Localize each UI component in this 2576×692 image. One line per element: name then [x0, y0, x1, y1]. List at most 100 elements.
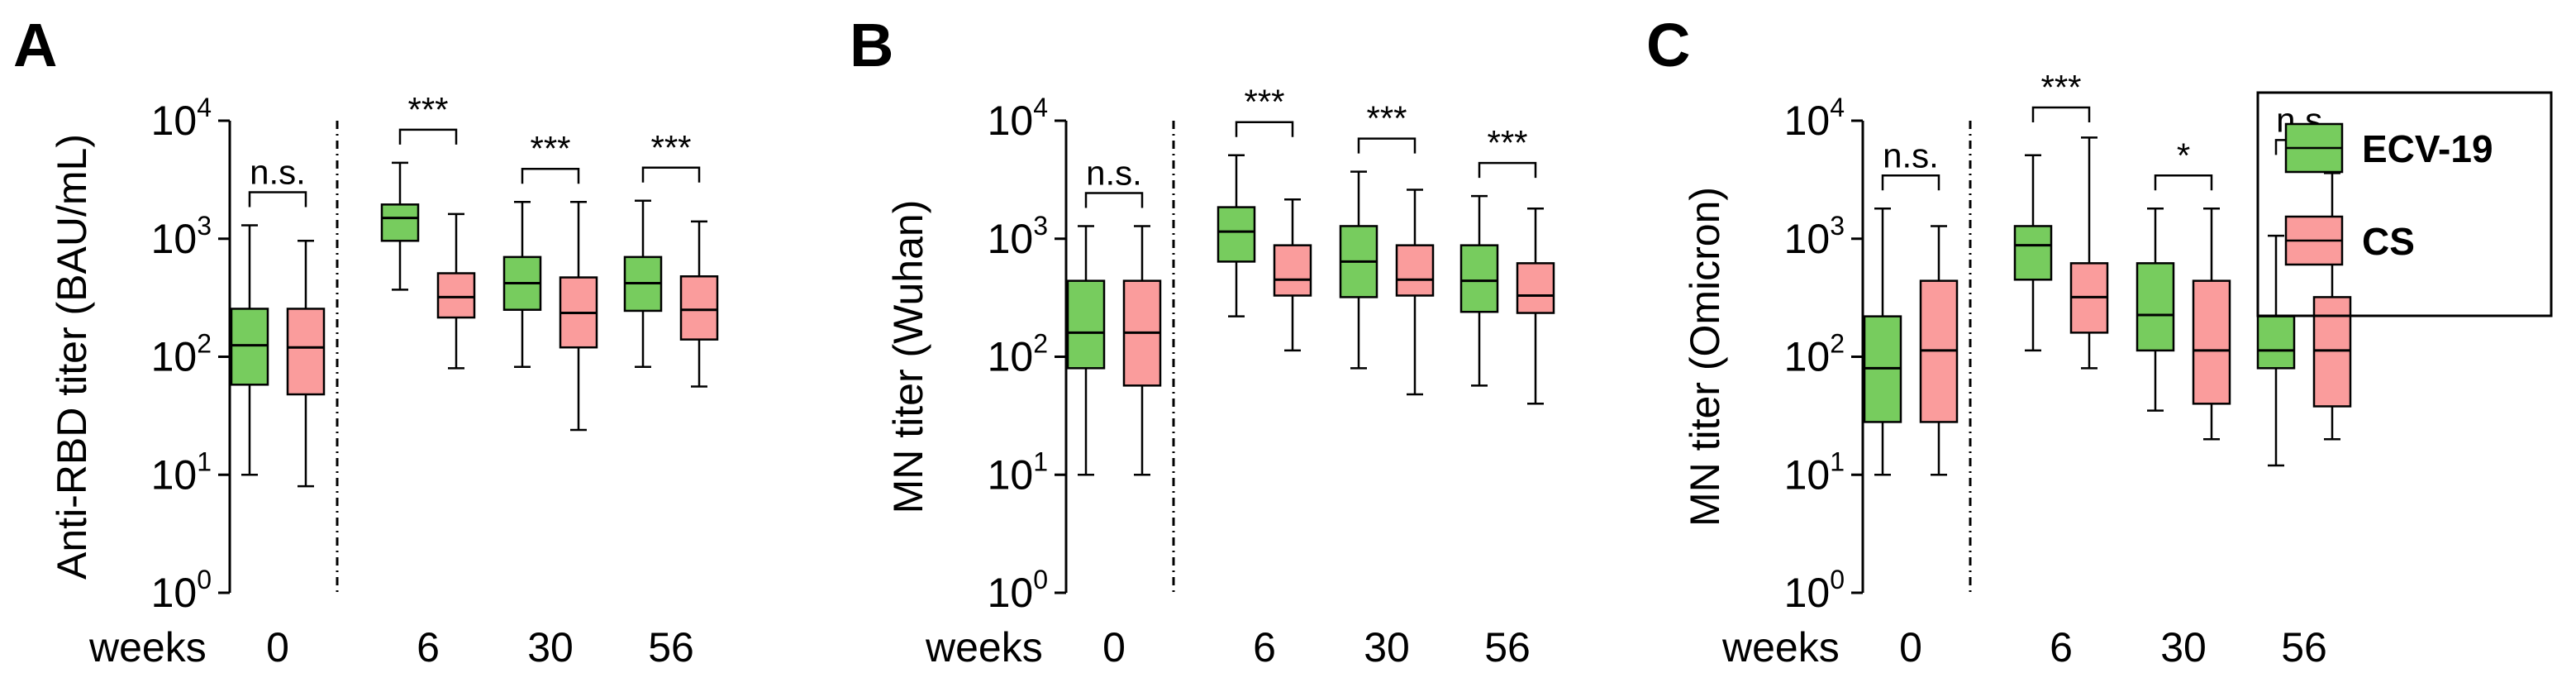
box-ecv-19-56	[2256, 234, 2296, 467]
y-tick-label: 104	[1784, 93, 1845, 144]
significance-bracket	[248, 191, 307, 208]
x-tick-label: 56	[1484, 624, 1531, 671]
box-iqr	[2013, 225, 2053, 281]
box-iqr	[2256, 315, 2296, 370]
y-tick-label: 103	[151, 211, 212, 262]
box-iqr	[1395, 244, 1435, 297]
box-ecv-19-0	[1066, 225, 1106, 476]
panel-label: B	[850, 11, 893, 79]
x-tick-label: 0	[1899, 624, 1922, 671]
box-cs-0	[286, 240, 326, 488]
legend-label: CS	[2362, 220, 2415, 263]
significance-label: n.s.	[250, 152, 306, 191]
significance-0: n.s.	[1881, 136, 1940, 191]
box-iqr	[436, 272, 476, 319]
box-iqr	[679, 275, 719, 341]
box-cs-0	[1919, 225, 1959, 476]
significance-0: n.s.	[248, 152, 307, 208]
y-axis-label: MN titer (Omicron)	[1682, 187, 1728, 527]
box-ecv-19-6	[2013, 154, 2053, 352]
legend: ECV-19 CS	[2256, 91, 2553, 317]
box-iqr	[1516, 262, 1555, 314]
box-iqr	[2136, 262, 2175, 352]
y-tick-label: 101	[151, 446, 212, 498]
significance-0: n.s.	[1084, 153, 1144, 208]
box-iqr	[1459, 244, 1499, 313]
box-ecv-19-30	[1339, 170, 1378, 370]
box-ecv-19-56	[1459, 194, 1499, 387]
box-iqr	[230, 308, 269, 386]
significance-label: ***	[1366, 99, 1407, 138]
box-iqr	[2312, 296, 2352, 408]
y-tick-label: 104	[151, 93, 212, 144]
x-tick-label: 6	[417, 624, 440, 671]
significance-label: n.s.	[1086, 153, 1142, 192]
legend-frame	[2256, 91, 2553, 317]
box-cs-30	[2192, 208, 2231, 441]
y-axis-label: Anti-RBD titer (BAU/mL)	[49, 134, 95, 580]
box-iqr	[2192, 279, 2231, 405]
significance-bracket	[2154, 174, 2213, 191]
x-axis-label: weeks	[925, 624, 1043, 671]
significance-label: ***	[650, 128, 691, 167]
y-tick-label: 101	[988, 446, 1048, 498]
significance-6: ***	[398, 90, 458, 145]
box-cs-56	[1516, 208, 1555, 405]
box-iqr	[1217, 206, 1256, 263]
x-tick-label: 30	[2160, 624, 2207, 671]
box-cs-56	[2312, 172, 2352, 441]
significance-label: ***	[2040, 68, 2081, 107]
significance-56: ***	[641, 128, 701, 183]
y-tick-label: 100	[151, 565, 212, 616]
box-cs-6	[1273, 198, 1312, 352]
x-tick-label: 56	[2281, 624, 2327, 671]
box-ecv-19-56	[623, 199, 663, 369]
y-tick-label: 103	[988, 211, 1048, 262]
significance-label: ***	[530, 129, 570, 168]
y-tick-label: 103	[1784, 211, 1845, 262]
significance-bracket	[2031, 106, 2091, 122]
panel-label: A	[13, 11, 57, 79]
significance-bracket	[521, 167, 580, 184]
significance-56: ***	[1478, 123, 1537, 179]
x-tick-label: 0	[1102, 624, 1126, 671]
y-axis-label: MN titer (Wuhan)	[885, 200, 931, 514]
significance-bracket	[1084, 192, 1144, 208]
box-iqr	[1273, 244, 1312, 297]
y-tick-label: 102	[988, 329, 1048, 380]
y-tick-label: 100	[1784, 565, 1845, 616]
box-ecv-19-30	[2136, 208, 2175, 412]
box-iqr	[286, 308, 326, 396]
x-tick-label: 0	[266, 624, 289, 671]
significance-6: ***	[1235, 83, 1294, 137]
box-iqr	[1066, 279, 1106, 370]
y-tick-label: 102	[1784, 329, 1845, 380]
y-tick-label: 101	[1784, 446, 1845, 498]
box-cs-56	[679, 220, 719, 388]
panel-c: C 100 101 102 103 104 MN titer (Omicron) weeks 0…	[1646, 11, 2352, 671]
significance-bracket	[398, 128, 458, 145]
significance-label: ***	[407, 90, 448, 129]
significance-label: n.s.	[1883, 136, 1939, 174]
significance-bracket	[1235, 121, 1294, 137]
x-tick-label: 6	[2050, 624, 2073, 671]
significance-bracket	[1478, 161, 1537, 179]
box-ecv-19-6	[1217, 154, 1256, 317]
x-axis-label: weeks	[88, 624, 207, 671]
box-cs-6	[436, 212, 476, 370]
box-ecv-19-0	[1863, 208, 1902, 476]
box-cs-30	[1395, 189, 1435, 396]
significance-bracket	[1357, 137, 1417, 154]
significance-label: *	[2177, 136, 2190, 174]
box-cs-0	[1122, 225, 1162, 476]
significance-30: ***	[521, 129, 580, 184]
y-tick-label: 104	[988, 93, 1048, 144]
box-ecv-19-6	[380, 161, 420, 291]
box-ecv-19-30	[502, 200, 542, 369]
legend-label: ECV-19	[2362, 127, 2493, 170]
panel-a: A 100 101 102 103 104 Anti-RBD titer (BAU/mL) w…	[13, 11, 719, 671]
x-tick-label: 6	[1253, 624, 1276, 671]
x-tick-label: 30	[1364, 624, 1410, 671]
significance-bracket	[641, 166, 701, 183]
